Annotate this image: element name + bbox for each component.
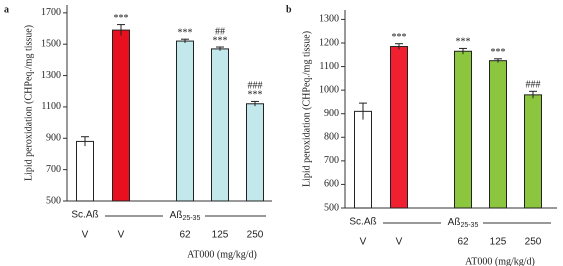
- error-bar: [117, 24, 125, 36]
- x-tick-label: 125: [490, 237, 507, 248]
- y-tick-label: 500: [324, 202, 339, 213]
- y-tick-label: 900: [324, 108, 339, 119]
- significance-label: ***: [213, 35, 228, 46]
- x-tick-label: 250: [247, 230, 264, 241]
- y-tick-label: 500: [46, 195, 61, 206]
- x-tick-label: V: [118, 230, 125, 241]
- y-tick-label: 800: [324, 132, 339, 143]
- group-label-main: Aß: [170, 210, 183, 221]
- y-tick-label: 1300: [319, 14, 339, 25]
- group-label: Aß25-35: [448, 217, 479, 229]
- error-bar: [494, 58, 502, 63]
- significance-label: ###: [526, 80, 541, 91]
- bar: [76, 140, 94, 202]
- bar: [176, 40, 194, 202]
- group-label: Sc.Aß: [349, 217, 376, 228]
- error-bar: [359, 102, 367, 120]
- bar: [246, 103, 264, 202]
- y-tick-label: 600: [324, 179, 339, 190]
- bar: [489, 60, 507, 209]
- significance-label: ***: [114, 13, 129, 24]
- error-bar: [395, 43, 403, 50]
- y-tick-label: 700: [324, 155, 339, 166]
- y-tick-label: 1000: [319, 84, 339, 95]
- error-bar: [216, 46, 224, 51]
- y-tick-label: 1200: [319, 37, 339, 48]
- significance-label: ###: [248, 81, 263, 92]
- error-bar: [181, 38, 189, 43]
- y-axis-label: Lipid peroxidation (CHPeq./mg tissue): [23, 25, 34, 181]
- bar: [211, 48, 229, 202]
- bar: [112, 29, 130, 202]
- error-bar: [251, 100, 259, 107]
- x-axis-label: AT000 (mg/kg/d): [465, 256, 535, 266]
- bar: [390, 46, 408, 209]
- x-tick-label: 62: [179, 230, 191, 241]
- y-tick-label: 1700: [41, 7, 61, 18]
- significance-label: ***: [491, 47, 506, 58]
- y-tick-label: 1100: [319, 61, 339, 72]
- group-label-subscript: 25-35: [182, 215, 200, 222]
- group-label: Aß25-35: [170, 210, 201, 222]
- y-tick-label: 900: [46, 133, 61, 144]
- y-tick-label: 700: [46, 164, 61, 175]
- group-label: Sc.Aß: [71, 210, 98, 221]
- x-tick-label: V: [360, 237, 367, 248]
- group-label-subscript: 25-35: [460, 222, 478, 229]
- y-tick-label: 1300: [41, 70, 61, 81]
- y-tick-label: 1100: [41, 101, 61, 112]
- x-tick-label: 125: [212, 230, 229, 241]
- error-bar: [81, 136, 89, 147]
- significance-label: ##: [215, 26, 225, 37]
- significance-label: ***: [248, 90, 263, 101]
- significance-label: ***: [392, 32, 407, 43]
- bar: [354, 110, 372, 209]
- panel-label: b: [286, 4, 292, 15]
- x-tick-label: 250: [525, 237, 542, 248]
- bar: [524, 94, 542, 209]
- error-bar: [459, 47, 467, 55]
- group-label-main: Aß: [448, 217, 461, 228]
- significance-label: ***: [178, 27, 193, 38]
- panel-label: a: [4, 4, 9, 15]
- y-tick-label: 1500: [41, 38, 61, 49]
- x-tick-label: V: [396, 237, 403, 248]
- bar: [454, 50, 472, 209]
- x-tick-label: V: [82, 230, 89, 241]
- y-axis-label: Lipid peroxidation (CHPeq./mg tissue): [301, 31, 312, 187]
- x-tick-label: 62: [457, 237, 469, 248]
- error-bar: [529, 90, 537, 99]
- significance-label: ***: [456, 37, 471, 48]
- x-axis-label: AT000 (mg/kg/d): [187, 249, 257, 260]
